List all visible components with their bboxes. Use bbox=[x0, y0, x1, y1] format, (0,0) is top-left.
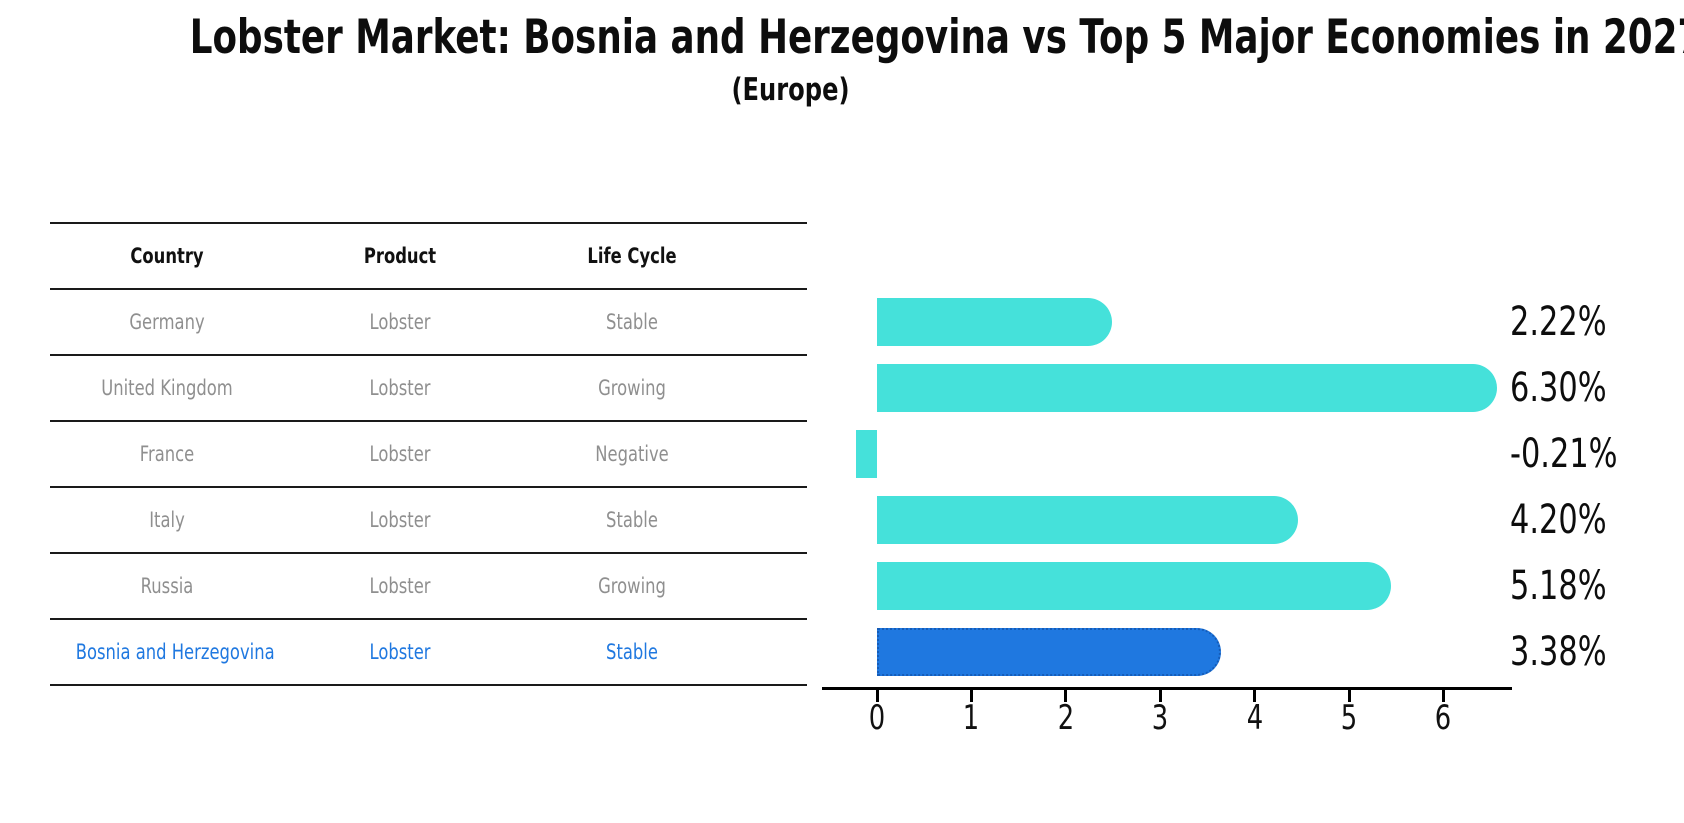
table-cell-product: Lobster bbox=[369, 310, 431, 334]
table-cell-life-cycle: Stable bbox=[606, 310, 658, 334]
page-subtitle: (Europe) bbox=[731, 72, 850, 108]
table-cell-product: Lobster bbox=[369, 376, 431, 400]
table-row-line bbox=[50, 486, 807, 488]
bar-value-label: 5.18% bbox=[1510, 563, 1607, 609]
x-axis-tick-label: 0 bbox=[868, 698, 886, 738]
x-axis-line bbox=[822, 687, 1512, 690]
table-cell-life-cycle: Stable bbox=[606, 640, 658, 664]
bar-germany bbox=[877, 298, 1112, 346]
x-axis-tick bbox=[1158, 690, 1162, 702]
bar-value-label: -0.21% bbox=[1510, 431, 1618, 477]
x-axis-tick bbox=[969, 690, 973, 702]
table-row-line bbox=[50, 288, 807, 290]
bar-united-kingdom bbox=[877, 364, 1497, 412]
bar-russia bbox=[877, 562, 1391, 610]
table-header-product: Product bbox=[363, 244, 437, 268]
table-cell-product: Lobster bbox=[369, 640, 431, 664]
x-axis-tick bbox=[1253, 690, 1257, 702]
bar-italy bbox=[877, 496, 1299, 544]
table-cell-life-cycle: Growing bbox=[598, 574, 666, 598]
bar-value-label: 4.20% bbox=[1510, 497, 1607, 543]
bar-value-label: 6.30% bbox=[1510, 365, 1607, 411]
x-axis-tick bbox=[1347, 690, 1351, 702]
x-axis-tick-label: 4 bbox=[1246, 698, 1263, 738]
table-cell-country: United Kingdom bbox=[101, 376, 233, 400]
x-axis-tick bbox=[875, 690, 879, 702]
table-header-country: Country bbox=[130, 244, 204, 268]
bar-value-label: 3.38% bbox=[1510, 629, 1607, 675]
table-cell-product: Lobster bbox=[369, 442, 431, 466]
table-cell-product: Lobster bbox=[369, 508, 431, 532]
table-cell-country: Russia bbox=[140, 574, 194, 598]
x-axis-tick-label: 2 bbox=[1057, 698, 1075, 738]
table-row-line bbox=[50, 420, 807, 422]
x-axis-tick-label: 1 bbox=[963, 698, 980, 738]
x-axis-tick bbox=[1064, 690, 1068, 702]
table-cell-country: Bosnia and Herzegovina bbox=[75, 640, 275, 664]
table-cell-life-cycle: Negative bbox=[595, 442, 669, 466]
table-header-life-cycle: Life Cycle bbox=[587, 244, 677, 268]
table-row-line bbox=[50, 354, 807, 356]
table-row-line bbox=[50, 552, 807, 554]
table-cell-country: France bbox=[139, 442, 195, 466]
table-row-line bbox=[50, 222, 807, 224]
bar-france bbox=[856, 430, 877, 478]
page-title: Lobster Market: Bosnia and Herzegovina v… bbox=[189, 10, 1684, 65]
table-cell-country: Italy bbox=[149, 508, 185, 532]
table-cell-life-cycle: Growing bbox=[598, 376, 666, 400]
x-axis-tick-label: 6 bbox=[1435, 698, 1452, 738]
table-cell-life-cycle: Stable bbox=[606, 508, 658, 532]
x-axis-tick-label: 3 bbox=[1151, 698, 1169, 738]
x-axis-tick bbox=[1441, 690, 1445, 702]
table-row-line bbox=[50, 684, 807, 686]
table-row-line bbox=[50, 618, 807, 620]
bar-bosnia-and-herzegovina bbox=[877, 628, 1222, 676]
table-cell-product: Lobster bbox=[369, 574, 431, 598]
x-axis-tick-label: 5 bbox=[1340, 698, 1358, 738]
table-cell-country: Germany bbox=[129, 310, 205, 334]
bar-value-label: 2.22% bbox=[1510, 299, 1607, 345]
